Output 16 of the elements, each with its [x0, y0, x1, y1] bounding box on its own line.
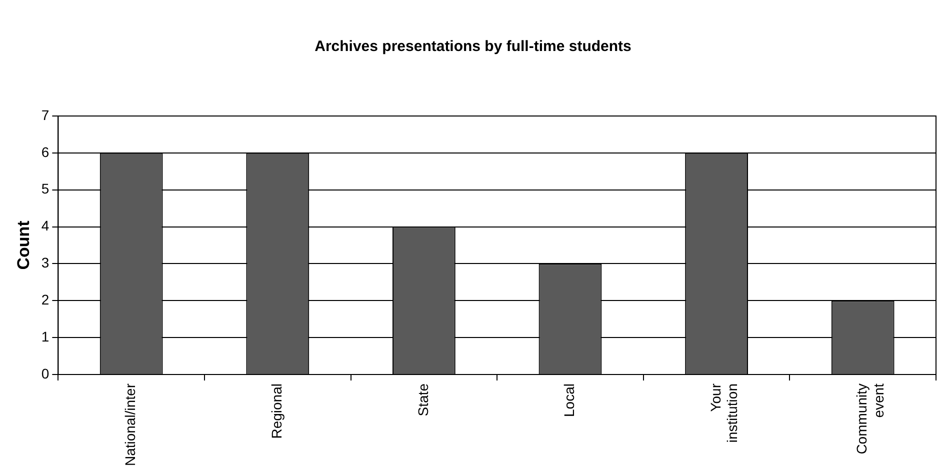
x-tick-label: State: [414, 383, 431, 416]
y-axis-title: Count: [14, 220, 33, 270]
x-tick-label: Regional: [268, 384, 284, 439]
x-tick-label: Your institution: [707, 383, 740, 443]
x-tick-label: Local: [561, 384, 578, 417]
y-tick-label: 4: [41, 218, 50, 234]
y-tick-label: 1: [41, 328, 50, 344]
y-tick-label: 5: [41, 180, 50, 197]
y-tick-label: 2: [41, 292, 50, 308]
y-tick-label: 7: [41, 106, 50, 123]
x-tick-label: Community event: [854, 383, 887, 454]
x-tick-label: National/inter: [122, 383, 138, 466]
chart-title: Archives presentations by full-time students: [314, 38, 632, 56]
y-tick-label: 3: [41, 254, 50, 271]
y-tick-label: 6: [41, 144, 50, 160]
y-tick-label: 0: [41, 365, 50, 382]
